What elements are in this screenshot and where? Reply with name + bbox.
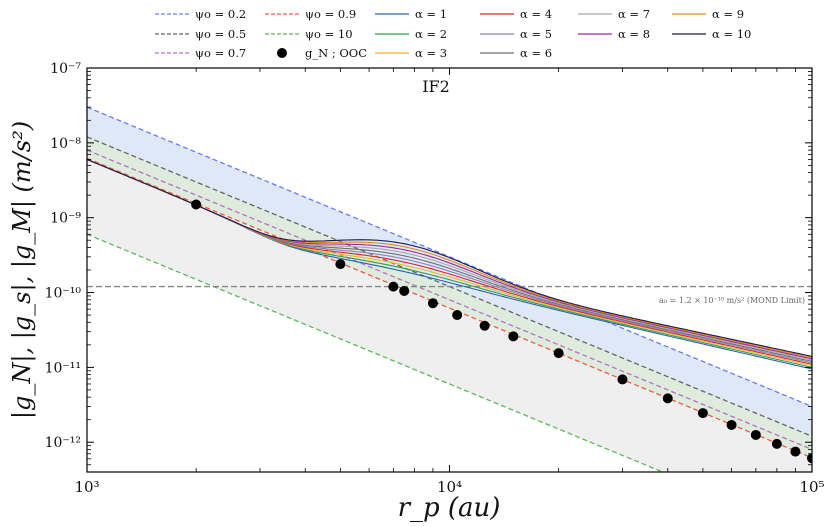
alpha-curve-10 <box>87 158 812 357</box>
legend-entry: α = 9 <box>672 7 744 21</box>
y-tick-label: 10⁻¹² <box>45 435 81 451</box>
ooc-point <box>771 438 782 449</box>
legend-label: α = 4 <box>520 7 552 21</box>
legend: ψo = 0.2 ψo = 0.5 ψo = 0.7 ψo = 0.9 ψo = 10 g… <box>155 7 751 60</box>
psi-line-o-0p9 <box>87 157 812 459</box>
legend-label: ψo = 10 <box>305 27 353 41</box>
ooc-point <box>750 429 761 440</box>
legend-entry: ψo = 0.5 <box>155 27 246 41</box>
ooc-points <box>191 199 812 464</box>
legend-label: α = 6 <box>520 46 552 60</box>
ooc-point <box>479 320 490 331</box>
legend-entry: g_N ; OOC <box>277 46 367 60</box>
legend-entry: α = 10 <box>672 27 751 41</box>
legend-label: ψo = 0.9 <box>305 7 356 21</box>
shaded-bands <box>87 107 812 472</box>
y-tick-label: 10⁻⁹ <box>50 211 81 227</box>
legend-entry: ψo = 0.9 <box>265 7 356 21</box>
legend-entry: ψo = 0.7 <box>155 46 246 60</box>
ooc-point <box>191 199 202 210</box>
legend-label: ψo = 0.5 <box>195 27 246 41</box>
legend-label: α = 2 <box>415 27 447 41</box>
ooc-point <box>452 310 463 321</box>
ooc-point <box>335 259 346 270</box>
alpha-curves <box>87 158 812 370</box>
legend-label: α = 3 <box>415 46 447 60</box>
legend-label: α = 9 <box>712 7 744 21</box>
legend-label: α = 10 <box>712 27 751 41</box>
y-tick-label: 10⁻¹¹ <box>45 360 81 376</box>
legend-entry: ψo = 10 <box>265 27 353 41</box>
ooc-point <box>508 331 519 342</box>
y-tick-label: 10⁻¹⁰ <box>45 286 82 302</box>
psi-line-o-10 <box>87 233 665 472</box>
axes: 10³ 10⁴ 10⁵ 10⁻¹² 10⁻¹¹ 10⁻¹⁰ 10⁻⁹ 10⁻⁸ 10⁻⁷ <box>45 61 825 496</box>
legend-entry: α = 5 <box>480 27 552 41</box>
legend-entry: ψo = 0.2 <box>155 7 246 21</box>
ooc-point <box>388 281 399 292</box>
legend-entry: α = 6 <box>480 46 552 60</box>
ooc-point <box>807 453 812 464</box>
legend-label: α = 7 <box>618 7 650 21</box>
legend-label: g_N ; OOC <box>305 46 367 60</box>
y-tick-label: 10⁻⁸ <box>50 136 81 152</box>
panel-label: IF2 <box>422 77 450 96</box>
ooc-point <box>697 408 708 419</box>
psi-line-o-0p7 <box>87 149 812 451</box>
y-tick-label: 10⁻⁷ <box>50 61 81 77</box>
legend-swatch <box>277 48 287 58</box>
ooc-point <box>399 285 410 296</box>
ooc-point <box>553 348 564 359</box>
legend-label: α = 5 <box>520 27 552 41</box>
band-2 <box>87 136 812 458</box>
y-axis-label: |g_N|, |g_s|, |g_M| (m/s²) <box>8 121 37 419</box>
mond-label: a₀ = 1.2 × 10⁻¹⁰ m/s² (MOND Limit) <box>659 296 805 305</box>
legend-entry: α = 8 <box>578 27 650 41</box>
legend-label: α = 8 <box>618 27 650 41</box>
x-axis-label: r_p (au) <box>398 493 501 523</box>
ooc-point <box>617 374 628 385</box>
x-tick-label: 10³ <box>74 478 99 496</box>
legend-entry: α = 3 <box>375 46 447 60</box>
ooc-point <box>726 419 737 430</box>
psi-line-o-0p2 <box>87 106 812 408</box>
legend-label: ψo = 0.7 <box>195 46 246 60</box>
x-tick-label: 10⁴ <box>437 478 462 496</box>
legend-entry: α = 1 <box>375 7 447 21</box>
legend-entry: α = 4 <box>480 7 552 21</box>
ooc-point <box>790 446 801 457</box>
legend-entry: α = 7 <box>578 7 650 21</box>
x-tick-label: 10⁵ <box>799 478 824 496</box>
legend-label: ψo = 0.2 <box>195 7 246 21</box>
legend-entry: α = 2 <box>375 27 447 41</box>
ooc-point <box>427 298 438 309</box>
legend-label: α = 1 <box>415 7 447 21</box>
ooc-point <box>662 393 673 404</box>
